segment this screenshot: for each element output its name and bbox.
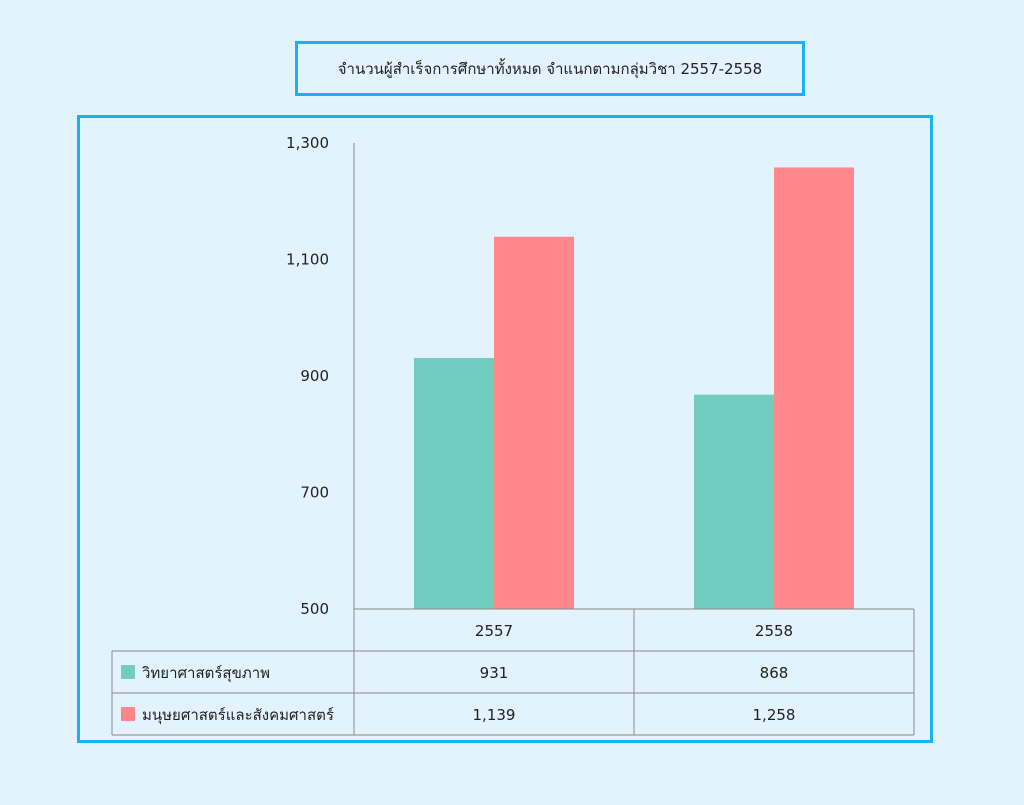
data-label: 868 — [760, 664, 789, 682]
chart-frame: 500 700 900 1,100 1,300 2557 2558 วิทยาศาสตร์สุ… — [77, 115, 933, 743]
y-tick-label: 1,300 — [286, 134, 329, 152]
bar-chart: 500 700 900 1,100 1,300 2557 2558 วิทยาศาสตร์สุ… — [111, 134, 915, 736]
chart-title: จำนวนผู้สำเร็จการศึกษาทั้งหมด จำแนกตามกล… — [337, 59, 763, 78]
y-tick-label: 1,100 — [286, 251, 329, 269]
y-tick-label: 700 — [300, 484, 329, 502]
bar-2-2558 — [774, 167, 854, 609]
chart-title-box: จำนวนผู้สำเร็จการศึกษาทั้งหมด จำแนกตามกล… — [295, 41, 805, 96]
legend-swatch-1 — [121, 665, 135, 679]
y-tick-label: 500 — [300, 600, 329, 618]
legend-swatch-2 — [121, 707, 135, 721]
bar-1-2557 — [414, 357, 494, 609]
x-category-label: 2558 — [755, 622, 793, 640]
bar-2-2557 — [494, 236, 574, 609]
bar-1-2558 — [694, 394, 774, 609]
legend-label-2: มนุษยศาสตร์และสังคมศาสตร์ — [142, 706, 334, 725]
data-label: 1,139 — [473, 706, 516, 724]
x-category-label: 2557 — [475, 622, 513, 640]
y-tick-label: 900 — [300, 367, 329, 385]
data-label: 931 — [480, 664, 509, 682]
legend-label-1: วิทยาศาสตร์สุขภาพ — [141, 664, 270, 683]
data-label: 1,258 — [753, 706, 796, 724]
